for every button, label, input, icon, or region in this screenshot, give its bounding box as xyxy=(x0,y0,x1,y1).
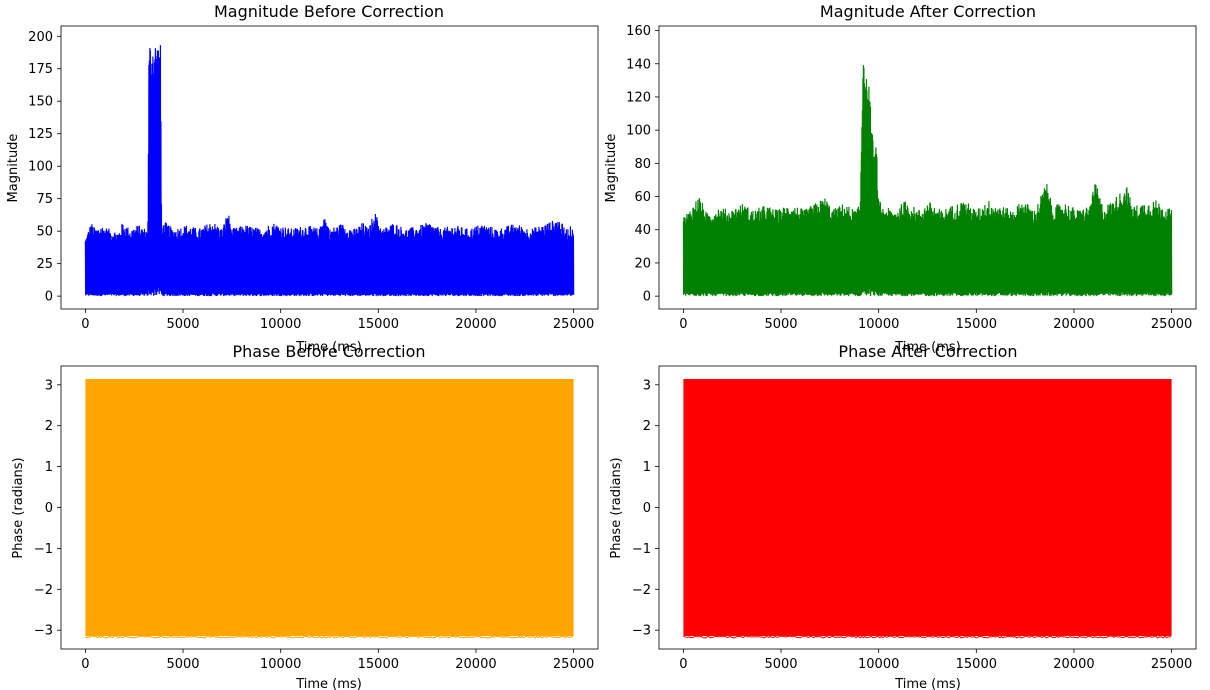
data-line-edge xyxy=(85,635,574,639)
x-tick-label: 0 xyxy=(679,317,687,332)
y-tick-label: 100 xyxy=(626,124,651,139)
y-tick-label: 1 xyxy=(643,460,651,475)
x-tick-label: 25000 xyxy=(553,657,594,672)
y-tick-label: 175 xyxy=(28,62,53,77)
y-tick-label: 40 xyxy=(634,223,651,238)
x-tick-label: 5000 xyxy=(166,317,199,332)
y-tick-label: −2 xyxy=(34,583,53,598)
x-tick-label: 20000 xyxy=(455,657,496,672)
data-line xyxy=(683,379,1172,636)
x-tick-label: 20000 xyxy=(455,317,496,332)
y-tick-label: 140 xyxy=(626,57,651,72)
x-tick-label: 15000 xyxy=(358,317,399,332)
data-line-edge xyxy=(683,635,1172,639)
x-tick-label: 15000 xyxy=(956,317,997,332)
y-tick-label: −1 xyxy=(632,542,651,557)
plot-area xyxy=(84,45,575,297)
chart-title: Phase Before Correction xyxy=(232,342,425,361)
y-tick-label: 2 xyxy=(643,419,651,434)
x-tick-label: 20000 xyxy=(1053,317,1094,332)
y-tick-label: 150 xyxy=(28,95,53,110)
x-tick-label: 25000 xyxy=(1151,657,1192,672)
x-tick-label: 5000 xyxy=(764,317,797,332)
x-tick-label: 0 xyxy=(679,657,687,672)
subplot-magnitude-before: Magnitude Before Correction Time (ms) Ma… xyxy=(6,2,599,355)
y-tick-label: 80 xyxy=(634,157,651,172)
x-axis-label: Time (ms) xyxy=(295,340,362,355)
y-tick-label: 0 xyxy=(45,501,53,516)
y-tick-label: 25 xyxy=(36,257,53,272)
x-tick-label: 10000 xyxy=(858,657,899,672)
axes-frame xyxy=(658,25,1197,310)
x-tick-label: 25000 xyxy=(1151,317,1192,332)
chart-title: Phase After Correction xyxy=(838,342,1017,361)
y-tick-label: 60 xyxy=(634,190,651,205)
y-tick-label: 3 xyxy=(45,378,53,393)
y-tick-label: 1 xyxy=(45,460,53,475)
x-axis-label: Time (ms) xyxy=(894,340,961,355)
y-tick-label: 125 xyxy=(28,127,53,142)
subplot-phase-after: Phase After Correction Time (ms) Phase (… xyxy=(609,342,1197,690)
subplot-phase-before: Phase Before Correction Time (ms) Phase … xyxy=(11,342,599,690)
x-axis-label: Time (ms) xyxy=(295,677,362,690)
data-line xyxy=(682,65,1173,297)
y-tick-label: 0 xyxy=(643,290,651,305)
axes-frame xyxy=(60,25,599,310)
x-tick-label: 5000 xyxy=(764,657,797,672)
x-tick-label: 0 xyxy=(81,657,89,672)
x-tick-label: 0 xyxy=(81,317,89,332)
y-tick-label: 2 xyxy=(45,419,53,434)
data-line xyxy=(85,379,574,636)
y-axis-label: Phase (radians) xyxy=(609,457,624,558)
x-tick-label: 10000 xyxy=(858,317,899,332)
x-tick-label: 5000 xyxy=(166,657,199,672)
y-axis-label: Phase (radians) xyxy=(11,457,26,558)
y-axis-label: Magnitude xyxy=(604,134,619,203)
y-tick-label: 120 xyxy=(626,90,651,105)
x-tick-label: 15000 xyxy=(358,657,399,672)
y-tick-label: −2 xyxy=(632,583,651,598)
x-axis-label: Time (ms) xyxy=(894,677,961,690)
y-tick-label: 0 xyxy=(643,501,651,516)
plot-area xyxy=(85,379,574,639)
y-tick-label: 20 xyxy=(634,256,651,271)
subplot-magnitude-after: Magnitude After Correction Time (ms) Mag… xyxy=(604,2,1197,355)
y-tick-label: −3 xyxy=(632,624,651,639)
y-tick-label: 200 xyxy=(28,30,53,45)
x-tick-label: 10000 xyxy=(260,657,301,672)
plot-area xyxy=(683,379,1172,639)
y-tick-label: 100 xyxy=(28,160,53,175)
y-tick-label: 160 xyxy=(626,24,651,39)
data-line xyxy=(84,45,575,297)
chart-title: Magnitude Before Correction xyxy=(214,2,444,21)
y-axis-label: Magnitude xyxy=(6,134,21,203)
x-tick-label: 25000 xyxy=(553,317,594,332)
plot-area xyxy=(682,65,1173,297)
y-tick-label: −3 xyxy=(34,624,53,639)
x-tick-label: 15000 xyxy=(956,657,997,672)
x-tick-label: 10000 xyxy=(260,317,301,332)
x-tick-label: 20000 xyxy=(1053,657,1094,672)
y-tick-label: 3 xyxy=(643,378,651,393)
y-tick-label: −1 xyxy=(34,542,53,557)
y-tick-label: 50 xyxy=(36,225,53,240)
y-tick-label: 0 xyxy=(45,290,53,305)
y-tick-label: 75 xyxy=(36,192,53,207)
chart-title: Magnitude After Correction xyxy=(820,2,1036,21)
